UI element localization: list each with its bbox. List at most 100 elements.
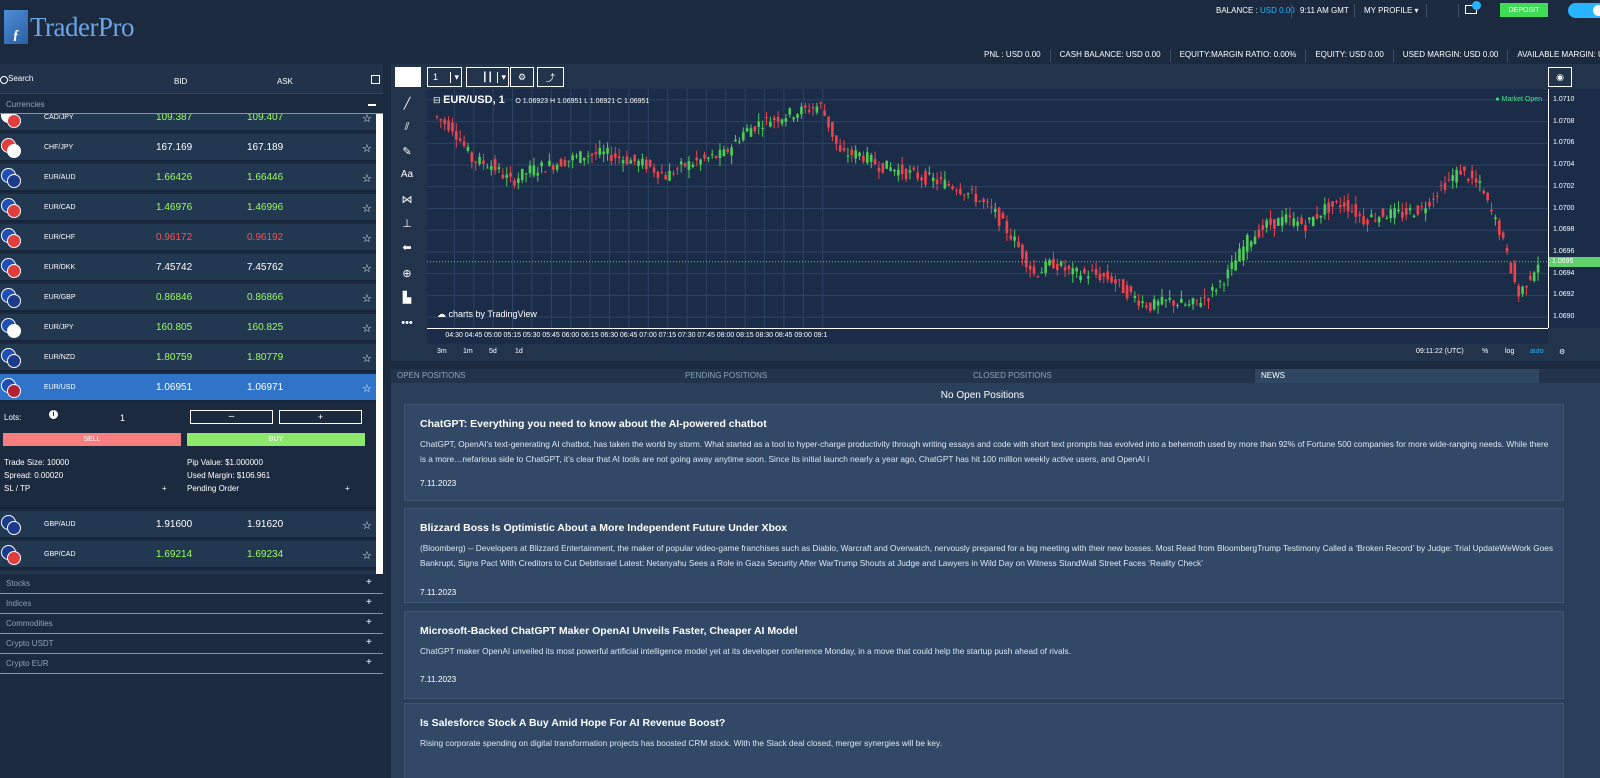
ask-price[interactable]: 1.66446 (247, 172, 284, 183)
range-button-5d[interactable]: 5d (489, 348, 497, 355)
candle-type-select[interactable]: ┃┃ ▾ (466, 67, 509, 87)
favorite-star-icon[interactable]: ☆ (362, 383, 372, 395)
favorite-star-icon[interactable]: ☆ (362, 173, 372, 185)
bid-price[interactable]: 1.69214 (156, 549, 193, 560)
tradingview-watermark[interactable]: ☁ charts by TradingView (437, 309, 537, 320)
logo[interactable]: ƒ TraderPro (4, 10, 135, 44)
favorite-star-icon[interactable]: ☆ (362, 353, 372, 365)
favorite-star-icon[interactable]: ☆ (362, 323, 372, 335)
pitchfork-icon[interactable]: ⫽ (404, 121, 410, 133)
range-button-3m[interactable]: 3m (437, 348, 447, 355)
percent-toggle[interactable]: % (1482, 348, 1489, 355)
favorite-star-icon[interactable]: ☆ (362, 520, 372, 532)
price-axis[interactable]: 1.0710 1.0708 1.0706 1.0704 1.0702 1.0700 1.06… (1548, 89, 1600, 328)
expand-plus-icon[interactable]: + (366, 597, 372, 608)
bid-price[interactable]: 1.80759 (156, 352, 193, 363)
my-profile-menu[interactable]: MY PROFILE ▾ (1364, 6, 1419, 15)
favorite-star-icon[interactable]: ☆ (362, 233, 372, 245)
pending-order-add-button[interactable]: + (345, 484, 350, 493)
category-crypto-eur[interactable]: Crypto EUR + (0, 654, 383, 674)
deposit-button[interactable]: DEPOSIT (1500, 3, 1548, 17)
bid-price[interactable]: 1.06951 (156, 382, 193, 393)
chart-plot-area[interactable]: ⊟ EUR/USD, 1 O 1.06923 H 1.06951 L 1.069… (427, 89, 1548, 328)
ask-price[interactable]: 1.46996 (247, 202, 284, 213)
scrollbar[interactable] (376, 114, 383, 574)
ask-price[interactable]: 0.96192 (247, 232, 284, 243)
auto-scale-toggle[interactable]: auto (1530, 348, 1544, 355)
bid-price[interactable]: 7.45742 (156, 262, 193, 273)
instrument-row[interactable]: EUR/CAD 1.46976 1.46996 ☆ (0, 194, 376, 222)
instrument-row[interactable]: GBP/CHF1.107191.10739☆ (0, 571, 376, 574)
pattern-icon[interactable]: ⋈ (401, 194, 413, 206)
tab-pending-positions[interactable]: PENDING POSITIONS (685, 371, 768, 380)
lots-decrease-button[interactable]: – (190, 410, 273, 424)
chart-settings-icon[interactable]: ⚙ (1559, 349, 1566, 356)
instrument-row[interactable]: GBP/AUD 1.91600 1.91620 ☆ (0, 511, 376, 539)
ask-price[interactable]: 160.825 (247, 322, 284, 333)
theme-toggle[interactable] (1568, 3, 1600, 18)
bid-price[interactable]: 0.86846 (156, 292, 193, 303)
instrument-row[interactable]: GBP/CAD 1.69214 1.69234 ☆ (0, 541, 376, 569)
buy-button[interactable]: BUY (187, 433, 365, 446)
category-commodities[interactable]: Commodities + (0, 614, 383, 634)
tab-news[interactable]: NEWS (1255, 369, 1539, 383)
indicators-button[interactable]: ⤴ (537, 67, 564, 87)
instrument-row[interactable]: EUR/CHF 0.96172 0.96192 ☆ (0, 224, 376, 252)
favorite-star-icon[interactable]: ☆ (362, 263, 372, 275)
ask-price[interactable]: 109.407 (247, 114, 284, 123)
instrument-row[interactable]: EUR/NZD 1.80759 1.80779 ☆ (0, 344, 376, 372)
ask-price[interactable]: 7.45762 (247, 262, 284, 273)
interval-select[interactable]: 1 ▾ (427, 67, 462, 87)
zoom-icon[interactable]: ⊕ (402, 268, 412, 280)
instrument-row[interactable]: CHF/JPY 167.169 167.189 ☆ (0, 134, 376, 162)
bid-price[interactable]: 1.66426 (156, 172, 193, 183)
news-card[interactable]: Is Salesforce Stock A Buy Amid Hope For … (404, 703, 1564, 778)
category-indices[interactable]: Indices + (0, 594, 383, 614)
ask-price[interactable]: 167.189 (247, 142, 284, 153)
expand-plus-icon[interactable]: + (366, 637, 372, 648)
bid-price[interactable]: 1.91600 (156, 519, 193, 530)
news-title[interactable]: Microsoft-Backed ChatGPT Maker OpenAI Un… (420, 625, 798, 637)
text-tool-icon[interactable]: Aa (400, 169, 414, 180)
category-currencies[interactable]: Currencies (0, 94, 383, 114)
settings-button[interactable]: ⚙ (510, 67, 534, 87)
info-icon[interactable]: i (49, 410, 58, 419)
instrument-row[interactable]: EUR/DKK 7.45742 7.45762 ☆ (0, 254, 376, 282)
measure-icon[interactable]: ⊥ (402, 218, 412, 230)
log-toggle[interactable]: log (1505, 348, 1515, 355)
favorite-star-icon[interactable]: ☆ (362, 114, 372, 125)
favorite-star-icon[interactable]: ☆ (362, 550, 372, 562)
range-button-1m[interactable]: 1m (463, 348, 473, 355)
news-title[interactable]: Is Salesforce Stock A Buy Amid Hope For … (420, 717, 726, 729)
expand-plus-icon[interactable]: + (366, 657, 372, 668)
favorite-star-icon[interactable]: ☆ (362, 203, 372, 215)
ask-price[interactable]: 1.06971 (247, 382, 284, 393)
brush-icon[interactable]: ✎ (402, 146, 412, 158)
collapse-icon[interactable] (368, 104, 376, 106)
bid-price[interactable]: 109.387 (156, 114, 193, 123)
expand-icon[interactable] (371, 75, 380, 84)
arrow-icon[interactable]: ⬅ (402, 242, 412, 254)
ask-price[interactable]: 1.91620 (247, 519, 284, 530)
candlestick-chart[interactable] (427, 89, 1548, 328)
instrument-row[interactable]: CAD/JPY 109.387 109.407 ☆ (0, 114, 376, 132)
collapse-legend-icon[interactable]: ⊟ (433, 95, 441, 105)
bid-price[interactable]: 167.169 (156, 142, 193, 153)
favorite-star-icon[interactable]: ☆ (362, 143, 372, 155)
expand-plus-icon[interactable]: + (366, 617, 372, 628)
news-card[interactable]: ChatGPT: Everything you need to know abo… (404, 404, 1564, 501)
instrument-row[interactable]: EUR/USD 1.06951 1.06971 ☆ (0, 374, 376, 402)
bid-price[interactable]: 0.96172 (156, 232, 193, 243)
sell-button[interactable]: SELL (3, 433, 181, 446)
favorite-star-icon[interactable]: ☆ (362, 293, 372, 305)
more-icon[interactable]: ••• (401, 317, 413, 329)
sl-tp-add-button[interactable]: + (162, 484, 167, 493)
instrument-row[interactable]: EUR/JPY 160.805 160.825 ☆ (0, 314, 376, 342)
time-axis[interactable]: 04:30 04:45 05:00 05:15 05:30 05:45 06:00 06:15… (427, 328, 1548, 344)
range-button-1d[interactable]: 1d (515, 348, 523, 355)
ask-price[interactable]: 1.80779 (247, 352, 284, 363)
instrument-row[interactable]: EUR/AUD 1.66426 1.66446 ☆ (0, 164, 376, 192)
crosshair-button[interactable] (395, 67, 421, 87)
lots-increase-button[interactable]: + (279, 410, 362, 424)
search-input[interactable]: Search (8, 74, 34, 83)
